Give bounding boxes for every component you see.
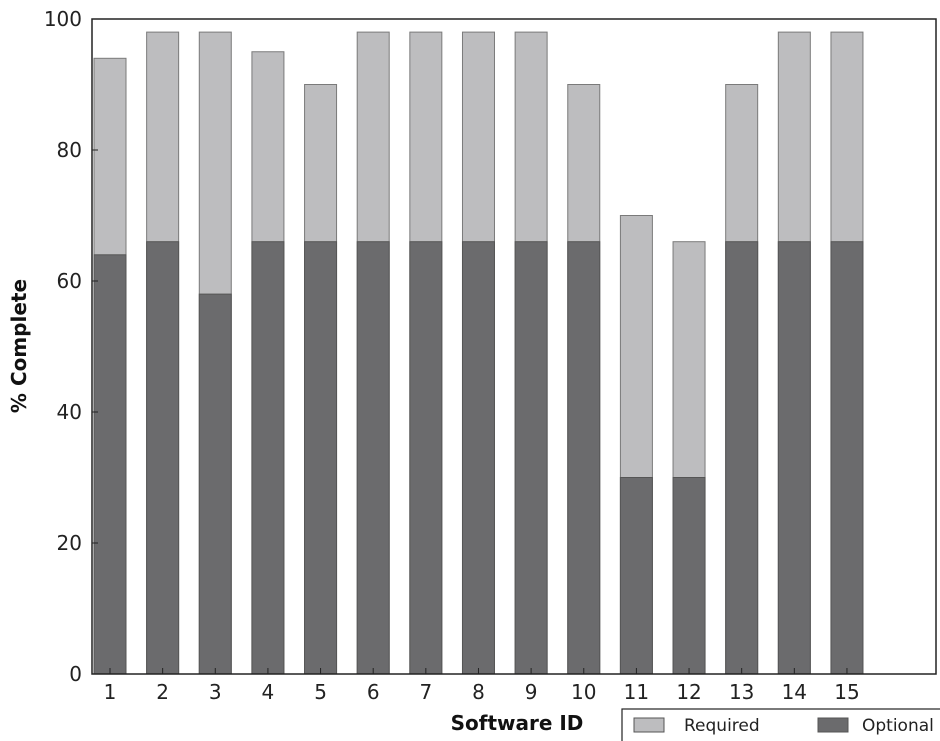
y-tick-label: 60 — [57, 269, 82, 293]
x-tick-label: 8 — [472, 680, 485, 704]
bar-optional-2 — [146, 241, 180, 675]
x-tick-label: 15 — [834, 680, 859, 704]
x-tick-label: 7 — [419, 680, 432, 704]
bar-optional-13 — [725, 241, 759, 675]
plot-area-frame — [91, 18, 937, 675]
x-tick-label: 1 — [104, 680, 117, 704]
y-tick-label: 100 — [44, 7, 82, 31]
y-tick-label: 40 — [57, 400, 82, 424]
y-tick-label: 0 — [69, 662, 82, 686]
bar-optional-1 — [93, 254, 127, 675]
bar-optional-7 — [409, 241, 443, 675]
bar-optional-8 — [461, 241, 495, 675]
legend-label-optional: Optional — [862, 716, 934, 736]
x-tick-label: 3 — [209, 680, 222, 704]
bar-optional-4 — [251, 241, 285, 675]
bar-optional-6 — [356, 241, 390, 675]
x-axis-title: Software ID — [451, 711, 584, 735]
legend-swatch-required — [633, 717, 665, 733]
x-tick-label: 9 — [525, 680, 538, 704]
legend-box — [621, 708, 940, 741]
bar-optional-3 — [198, 293, 232, 675]
bar-optional-11 — [619, 477, 653, 675]
bar-optional-15 — [830, 241, 864, 675]
bar-optional-5 — [304, 241, 338, 675]
x-tick-label: 10 — [571, 680, 596, 704]
x-tick-label: 5 — [314, 680, 327, 704]
legend-label-required: Required — [684, 716, 760, 736]
x-axis-ticks: 1 2 3 4 5 6 7 8 9 10 11 12 13 14 15 — [104, 668, 860, 704]
x-tick-label: 14 — [782, 680, 807, 704]
y-tick-label: 80 — [57, 138, 82, 162]
x-tick-label: 4 — [262, 680, 275, 704]
x-tick-label: 13 — [729, 680, 754, 704]
bars-group — [93, 31, 864, 675]
legend: Required Optional — [621, 708, 940, 741]
bar-optional-14 — [777, 241, 811, 675]
bar-optional-9 — [514, 241, 548, 675]
legend-swatch-optional — [817, 717, 849, 733]
x-tick-label: 2 — [156, 680, 169, 704]
x-tick-label: 12 — [676, 680, 701, 704]
y-axis-title: % Complete — [7, 279, 31, 413]
x-tick-label: 6 — [367, 680, 380, 704]
y-tick-label: 20 — [57, 531, 82, 555]
bar-optional-12 — [672, 477, 706, 675]
bar-optional-10 — [567, 241, 601, 675]
x-tick-label: 11 — [624, 680, 649, 704]
y-axis-ticks: 0 20 40 60 80 100 — [44, 7, 98, 686]
